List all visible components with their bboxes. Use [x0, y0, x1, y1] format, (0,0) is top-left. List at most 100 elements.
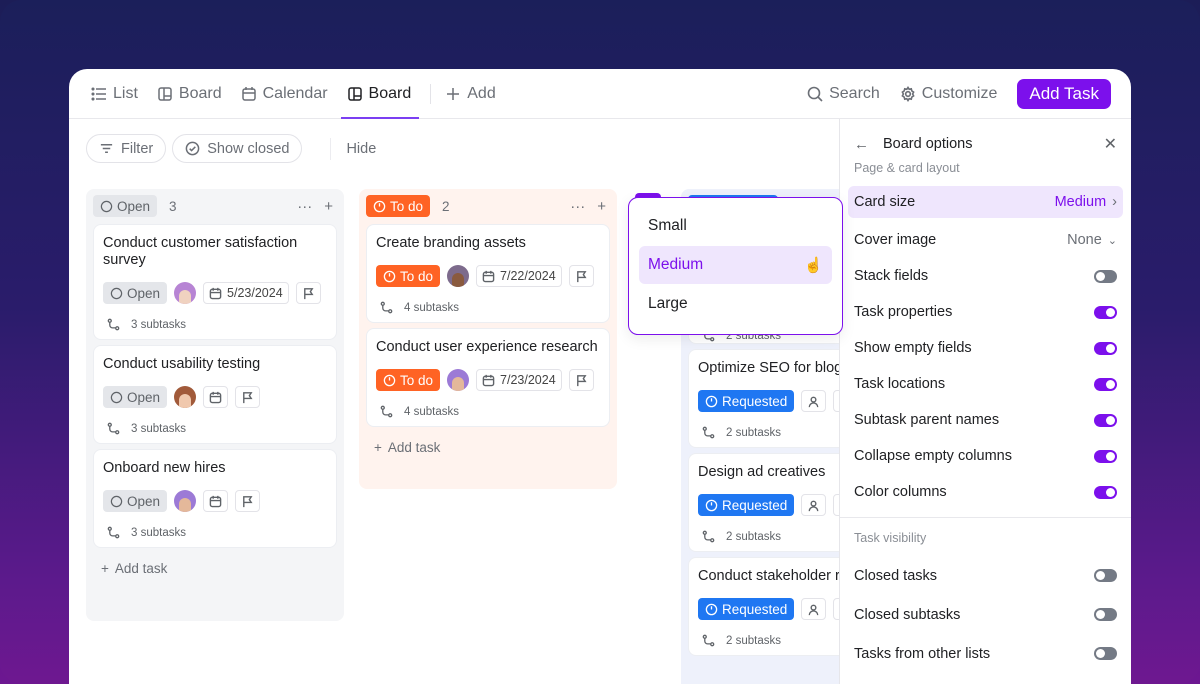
- due-date-chip[interactable]: [203, 490, 229, 512]
- due-date: 7/23/2024: [500, 373, 556, 387]
- toggle-switch[interactable]: [1094, 413, 1117, 427]
- add-view-button[interactable]: Add: [445, 69, 496, 119]
- assignee-chip[interactable]: [801, 598, 827, 620]
- avatar[interactable]: [174, 386, 197, 408]
- option-small[interactable]: Small: [639, 207, 832, 245]
- toggle-switch[interactable]: [1094, 269, 1117, 283]
- priority-chip[interactable]: [235, 490, 261, 512]
- subtasks[interactable]: 3 subtasks: [103, 422, 327, 435]
- row-label: Stack fields: [854, 268, 929, 284]
- subtasks[interactable]: 3 subtasks: [103, 318, 327, 331]
- toggle-row-color-columns: Color columns: [840, 474, 1131, 510]
- card-title: Onboard new hires: [103, 460, 226, 476]
- priority-chip[interactable]: [568, 265, 594, 287]
- flag-icon: [243, 391, 253, 403]
- subtasks[interactable]: 2 subtasks: [698, 634, 864, 647]
- status-badge[interactable]: Open: [103, 386, 168, 408]
- user-icon: [808, 604, 819, 615]
- more-icon[interactable]: ···: [297, 197, 313, 215]
- status-badge[interactable]: Open: [103, 282, 168, 304]
- flag-icon: [576, 374, 587, 386]
- search-button[interactable]: Search: [807, 85, 880, 103]
- tab-board[interactable]: Board: [157, 69, 222, 119]
- avatar[interactable]: [447, 369, 470, 391]
- row-label: Tasks from other lists: [854, 645, 991, 662]
- close-icon[interactable]: ✕: [1103, 136, 1117, 153]
- subtasks[interactable]: 4 subtasks: [376, 301, 600, 314]
- tab-calendar[interactable]: Calendar: [241, 69, 328, 119]
- subtasks[interactable]: 2 subtasks: [698, 530, 864, 543]
- status-badge[interactable]: Requested: [698, 390, 795, 412]
- status-label: Open: [127, 285, 161, 301]
- task-card[interactable]: Conduct customer satisfaction survey Ope…: [93, 224, 337, 340]
- calendar-icon: [482, 374, 495, 386]
- priority-chip[interactable]: [295, 282, 321, 304]
- plus-icon[interactable]: +: [597, 197, 606, 215]
- card-size-row[interactable]: Card size Medium ›: [848, 186, 1123, 218]
- toggle-switch[interactable]: [1094, 341, 1117, 355]
- priority-chip[interactable]: [568, 369, 594, 391]
- hide-button[interactable]: Hide: [330, 137, 376, 160]
- option-label: Medium: [648, 256, 704, 273]
- option-large[interactable]: Large: [639, 285, 832, 323]
- customize-button[interactable]: Customize: [900, 85, 997, 103]
- row-label: Closed subtasks: [854, 606, 961, 623]
- plus-icon[interactable]: +: [324, 197, 333, 215]
- card-size-value: Medium: [1054, 194, 1107, 210]
- due-date-chip[interactable]: 7/23/2024: [476, 369, 562, 391]
- assignee-chip[interactable]: [801, 494, 827, 516]
- task-card[interactable]: Conduct user experience research To do 7…: [366, 328, 610, 427]
- task-card[interactable]: Onboard new hires Open 3 subtasks: [93, 449, 337, 548]
- avatar[interactable]: [447, 265, 470, 287]
- status-label: Open: [117, 198, 151, 214]
- section-heading: Task visibility: [854, 531, 927, 545]
- add-task-button[interactable]: Add Task: [1017, 79, 1111, 109]
- avatar[interactable]: [174, 490, 197, 512]
- progress-circle-icon: [705, 395, 718, 407]
- row-label: Color columns: [854, 484, 947, 500]
- status-badge[interactable]: Requested: [698, 494, 795, 516]
- add-task-inline[interactable]: + Add task: [366, 432, 610, 463]
- option-medium[interactable]: Medium ☝: [639, 246, 832, 284]
- filter-button[interactable]: Filter: [86, 134, 167, 163]
- toggle-switch[interactable]: [1094, 449, 1117, 463]
- search-icon: [807, 86, 823, 102]
- due-date-chip[interactable]: [203, 386, 229, 408]
- toggle-switch[interactable]: [1094, 569, 1117, 582]
- status-badge[interactable]: To do: [376, 265, 441, 287]
- toggle-switch[interactable]: [1094, 305, 1117, 319]
- toggle-switch[interactable]: [1094, 608, 1117, 621]
- status-label: To do: [400, 268, 434, 284]
- status-badge[interactable]: To do: [376, 369, 441, 391]
- subtasks[interactable]: 2 subtasks: [698, 426, 864, 439]
- back-arrow-icon[interactable]: ←: [854, 135, 869, 153]
- open-circle-icon: [110, 495, 123, 507]
- subtasks[interactable]: 3 subtasks: [103, 526, 327, 539]
- status-badge[interactable]: Requested: [698, 598, 795, 620]
- due-date-chip[interactable]: 7/22/2024: [476, 265, 562, 287]
- row-label: Collapse empty columns: [854, 448, 1012, 464]
- priority-chip[interactable]: [235, 386, 261, 408]
- cover-image-row[interactable]: Cover image None ⌄: [840, 222, 1131, 258]
- task-card[interactable]: Conduct usability testing Open 3 subtask…: [93, 345, 337, 444]
- task-card[interactable]: Create branding assets To do 7/22/2024 4…: [366, 224, 610, 323]
- due-date-chip[interactable]: 5/23/2024: [203, 282, 289, 304]
- toggle-switch[interactable]: [1094, 377, 1117, 391]
- tab-list[interactable]: List: [91, 69, 138, 119]
- card-title: Create branding assets: [376, 235, 526, 251]
- status-badge[interactable]: Open: [103, 490, 168, 512]
- subtasks[interactable]: 4 subtasks: [376, 405, 600, 418]
- option-label: Small: [648, 217, 687, 234]
- row-label: Show empty fields: [854, 340, 972, 356]
- more-icon[interactable]: ···: [570, 197, 586, 215]
- add-task-inline[interactable]: + Add task: [93, 553, 337, 584]
- open-circle-icon: [110, 287, 123, 299]
- subtask-icon: [702, 530, 715, 543]
- show-closed-button[interactable]: Show closed: [172, 134, 303, 163]
- toggle-switch[interactable]: [1094, 485, 1117, 499]
- avatar[interactable]: [174, 282, 197, 304]
- assignee-chip[interactable]: [801, 390, 827, 412]
- card-title: Design ad creatives: [698, 464, 826, 480]
- toggle-switch[interactable]: [1094, 647, 1117, 660]
- tab-board-active[interactable]: Board: [340, 69, 419, 119]
